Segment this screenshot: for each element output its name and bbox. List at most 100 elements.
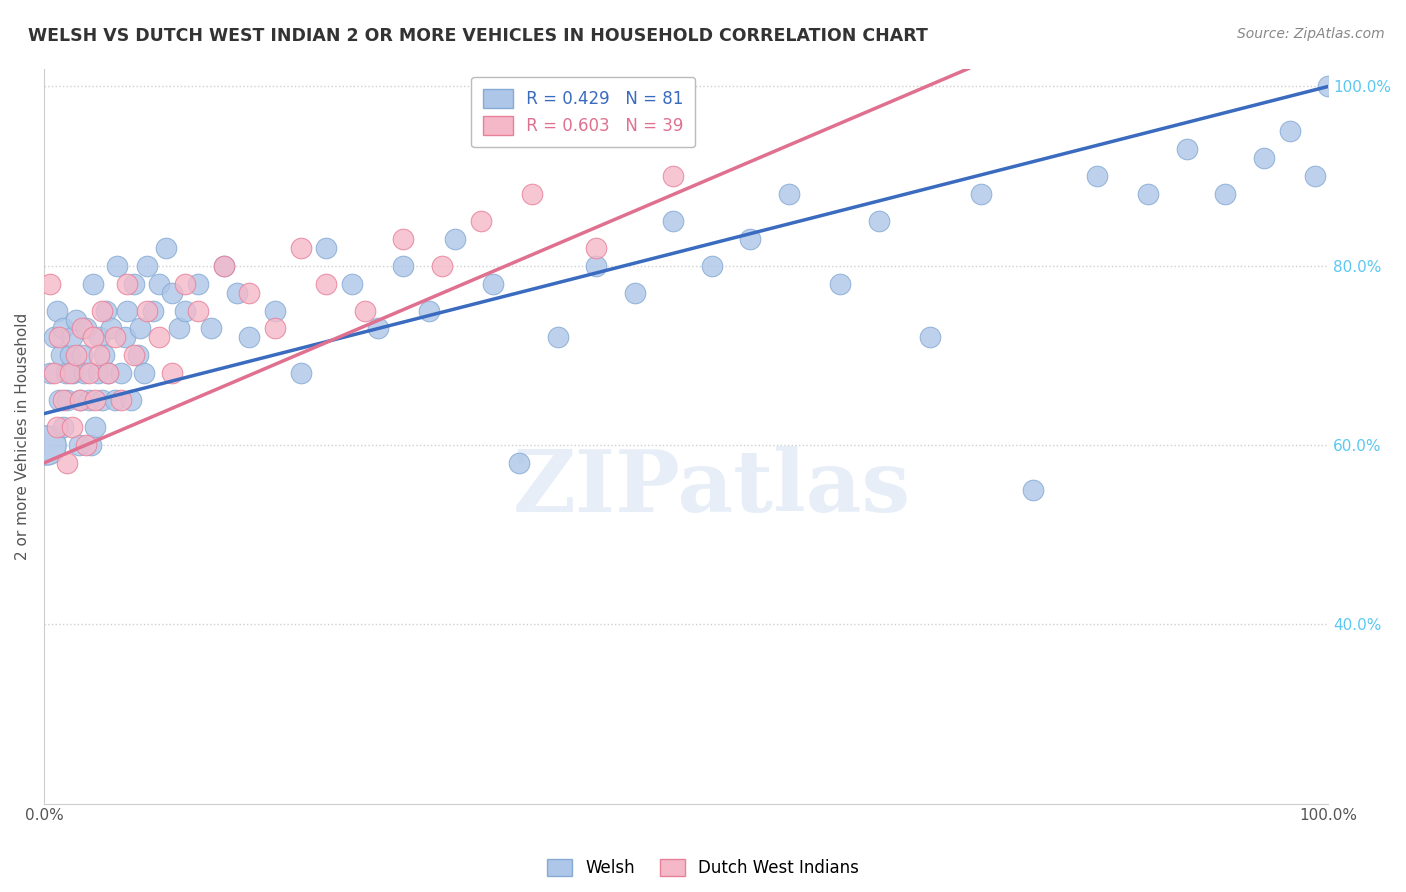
Point xyxy=(264,321,287,335)
Point xyxy=(56,456,79,470)
Point xyxy=(830,277,852,291)
Point xyxy=(174,303,197,318)
Point xyxy=(585,259,607,273)
Point xyxy=(212,259,235,273)
Point xyxy=(392,259,415,273)
Point xyxy=(80,438,103,452)
Point xyxy=(97,367,120,381)
Y-axis label: 2 or more Vehicles in Household: 2 or more Vehicles in Household xyxy=(15,312,30,559)
Point xyxy=(662,214,685,228)
Point xyxy=(315,277,337,291)
Point xyxy=(700,259,723,273)
Point xyxy=(39,277,62,291)
Point xyxy=(77,367,100,381)
Point xyxy=(82,330,104,344)
Point xyxy=(48,393,70,408)
Point xyxy=(187,277,209,291)
Point xyxy=(162,285,184,300)
Point xyxy=(547,330,569,344)
Point xyxy=(225,285,247,300)
Point xyxy=(75,438,97,452)
Point xyxy=(65,312,87,326)
Point xyxy=(122,348,145,362)
Point xyxy=(65,348,87,362)
Point xyxy=(290,367,312,381)
Point xyxy=(868,214,890,228)
Point xyxy=(340,277,363,291)
Point xyxy=(35,438,58,452)
Point xyxy=(45,303,67,318)
Point xyxy=(58,348,80,362)
Point xyxy=(1303,169,1326,183)
Point xyxy=(315,241,337,255)
Point xyxy=(90,393,112,408)
Point xyxy=(52,420,75,434)
Point xyxy=(58,367,80,381)
Point xyxy=(167,321,190,335)
Point xyxy=(105,259,128,273)
Text: ZIPatlas: ZIPatlas xyxy=(513,445,911,530)
Point xyxy=(212,259,235,273)
Point xyxy=(430,259,453,273)
Point xyxy=(238,285,260,300)
Point xyxy=(52,393,75,408)
Point xyxy=(97,367,120,381)
Point xyxy=(418,303,440,318)
Point xyxy=(623,285,645,300)
Point xyxy=(508,456,530,470)
Point xyxy=(72,348,94,362)
Point xyxy=(354,303,377,318)
Point xyxy=(87,348,110,362)
Point xyxy=(110,367,132,381)
Point xyxy=(84,393,107,408)
Point xyxy=(1022,483,1045,497)
Point xyxy=(103,330,125,344)
Point xyxy=(117,303,139,318)
Text: Source: ZipAtlas.com: Source: ZipAtlas.com xyxy=(1237,27,1385,41)
Point xyxy=(117,277,139,291)
Point xyxy=(45,420,67,434)
Point xyxy=(39,367,62,381)
Point xyxy=(69,393,91,408)
Point xyxy=(585,241,607,255)
Point xyxy=(918,330,941,344)
Point xyxy=(122,277,145,291)
Point xyxy=(93,348,115,362)
Point xyxy=(75,321,97,335)
Point xyxy=(200,321,222,335)
Point xyxy=(48,330,70,344)
Point xyxy=(84,420,107,434)
Point xyxy=(127,348,149,362)
Point xyxy=(662,169,685,183)
Point xyxy=(520,187,543,202)
Point xyxy=(392,232,415,246)
Point xyxy=(148,277,170,291)
Point xyxy=(44,330,66,344)
Point xyxy=(155,241,177,255)
Point xyxy=(44,367,66,381)
Point xyxy=(55,367,77,381)
Point xyxy=(187,303,209,318)
Point xyxy=(238,330,260,344)
Point xyxy=(444,232,467,246)
Point xyxy=(103,393,125,408)
Point xyxy=(69,393,91,408)
Legend:  R = 0.429   N = 81,  R = 0.603   N = 39: R = 0.429 N = 81, R = 0.603 N = 39 xyxy=(471,77,696,147)
Point xyxy=(142,303,165,318)
Legend: Welsh, Dutch West Indians: Welsh, Dutch West Indians xyxy=(540,852,866,884)
Point xyxy=(367,321,389,335)
Point xyxy=(87,367,110,381)
Point xyxy=(100,321,122,335)
Point xyxy=(264,303,287,318)
Point xyxy=(740,232,762,246)
Point xyxy=(94,303,117,318)
Point xyxy=(470,214,492,228)
Point xyxy=(148,330,170,344)
Point xyxy=(62,367,84,381)
Point xyxy=(110,393,132,408)
Point xyxy=(135,259,157,273)
Point xyxy=(49,348,72,362)
Point xyxy=(72,321,94,335)
Point xyxy=(56,393,79,408)
Point xyxy=(970,187,993,202)
